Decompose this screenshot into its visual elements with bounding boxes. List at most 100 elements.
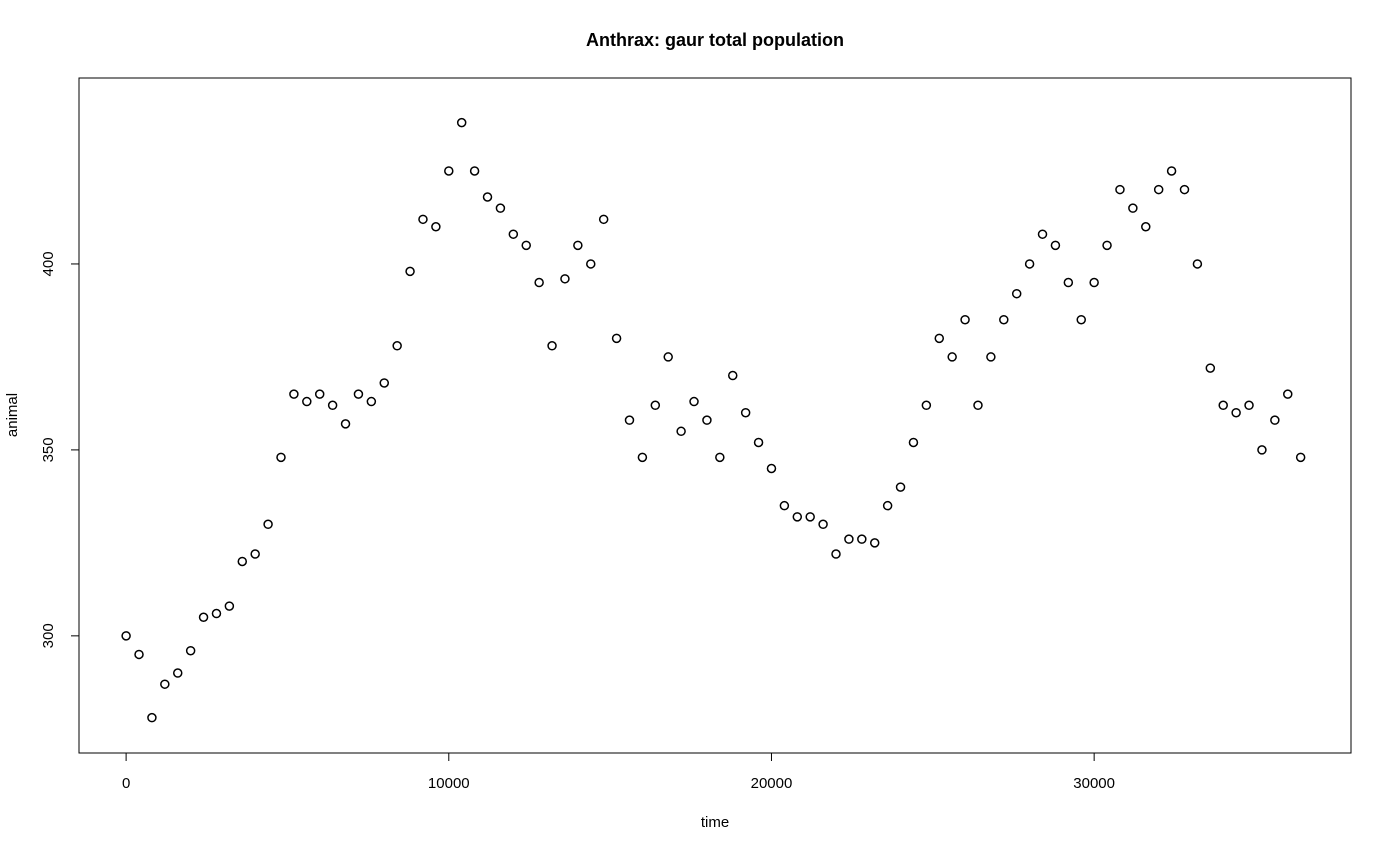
y-tick-label: 300 [40,623,57,648]
point [353,389,364,399]
point [1050,240,1061,251]
point [637,452,648,463]
point [1166,166,1177,176]
point [663,352,673,362]
point [753,437,764,448]
point [908,437,919,448]
point [727,370,738,381]
point [237,556,248,567]
x-tick-label: 20000 [751,775,793,792]
x-tick-label: 10000 [428,775,470,792]
point [508,229,519,239]
point [121,631,131,641]
point [185,645,196,656]
point [418,214,428,225]
point [134,649,144,660]
point [405,266,415,277]
point [560,274,570,284]
point [1141,222,1151,232]
point [1257,445,1267,455]
point [327,400,338,411]
point [469,166,480,176]
y-tick-label: 400 [40,251,57,276]
point [921,400,932,411]
point [934,333,945,344]
point [1128,203,1138,213]
point [263,519,273,530]
point [702,415,712,425]
point [1283,389,1293,399]
point [276,452,286,463]
point [869,538,880,548]
point [611,333,622,344]
point [482,192,493,202]
point [895,482,906,492]
point [844,534,854,544]
point [534,277,544,288]
x-tick-label: 0 [122,775,130,792]
point [792,512,803,522]
point [1218,400,1228,411]
point [224,601,235,611]
point [1037,229,1048,239]
point [1179,184,1190,195]
point [1205,363,1216,373]
point [444,166,454,176]
point [1295,452,1306,463]
point [431,222,441,232]
point [1102,240,1112,251]
point [586,259,596,269]
point [973,400,983,411]
point [715,452,725,463]
point [340,419,351,429]
point [1024,259,1035,269]
point [198,612,209,623]
point [1115,184,1125,195]
point [1231,407,1241,418]
point [857,534,867,544]
point [379,378,390,388]
point [831,549,841,559]
point [1192,259,1203,269]
point [650,400,661,411]
point [160,679,170,689]
x-axis-label: time [701,814,729,831]
point [882,500,893,511]
point [1270,415,1280,425]
point [999,314,1009,325]
point [740,407,751,418]
point [521,240,531,251]
point [779,500,790,511]
point [1076,314,1086,325]
point [676,426,686,437]
point [547,341,557,351]
point [456,117,467,128]
y-axis-label: animal [4,393,21,437]
point [289,389,299,399]
point [1153,184,1164,195]
point [302,396,312,407]
point [986,352,996,362]
point [947,352,957,362]
chart-title: Anthrax: gaur total population [586,30,844,50]
point [960,314,970,325]
point [624,415,635,425]
point [392,341,402,351]
point [818,519,828,530]
point [1011,288,1022,299]
point [211,608,222,619]
point [1244,400,1254,411]
point [1089,277,1099,288]
point [766,463,777,474]
point [314,389,325,399]
point [1063,277,1074,288]
point [147,712,157,723]
point [805,512,815,522]
x-tick-label: 30000 [1073,775,1115,792]
point [172,668,183,678]
point [495,203,506,213]
point [573,240,583,251]
point [689,396,699,407]
